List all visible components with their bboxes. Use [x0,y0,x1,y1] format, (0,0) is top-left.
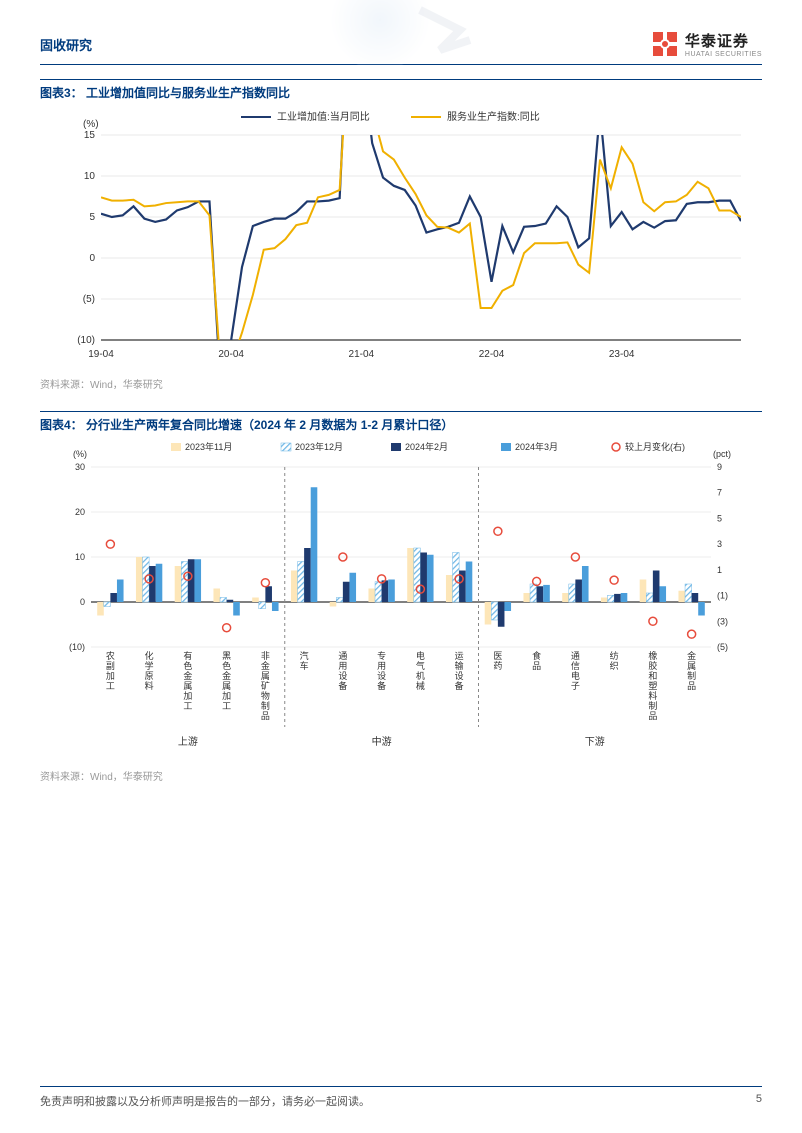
page-footer: 免责声明和披露以及分析师声明是报告的一部分，请务必一起阅读。 5 [40,1086,762,1109]
svg-text:通用设备: 通用设备 [338,651,347,691]
brand-name: 华泰证券 [685,30,762,51]
svg-text:非金属矿物制品: 非金属矿物制品 [261,650,270,721]
chart3: (10) (5) 0 5 10 15(%) 19-04 20-04 21-04 22-04 23-0… [41,105,761,370]
svg-text:(%): (%) [83,119,99,130]
svg-text:10: 10 [84,171,96,182]
svg-text:通信电子: 通信电子 [571,651,580,691]
svg-text:(10): (10) [77,335,95,346]
svg-text:上游: 上游 [178,735,198,748]
svg-text:中游: 中游 [372,735,392,748]
svg-text:2024年3月: 2024年3月 [515,441,558,452]
chart3-source: 资料来源：Wind，华泰研究 [40,376,762,391]
svg-text:专用设备: 专用设备 [377,650,386,691]
svg-text:20: 20 [75,507,85,517]
svg-text:23-04: 23-04 [609,349,635,360]
svg-text:30: 30 [75,462,85,472]
page-header: 固收研究 华泰证券 HUATAI SECURITIES [40,30,762,65]
svg-text:22-04: 22-04 [479,349,505,360]
svg-text:(%): (%) [73,449,87,459]
svg-text:黑色金属加工: 黑色金属加工 [222,651,231,711]
svg-text:(pct): (pct) [713,449,731,459]
svg-text:食品: 食品 [532,650,541,671]
svg-text:(3): (3) [717,616,728,626]
chart4-title: 图表4： 分行业生产两年复合同比增速（2024 年 2 月数据为 1-2 月累计… [40,411,762,433]
svg-text:纺织: 纺织 [610,650,619,671]
svg-text:19-04: 19-04 [88,349,114,360]
section-title: 固收研究 [40,35,92,54]
svg-text:10: 10 [75,552,85,562]
chart3-title: 图表3： 工业增加值同比与服务业生产指数同比 [40,79,762,101]
svg-text:橡胶和塑料制品: 橡胶和塑料制品 [648,650,657,721]
svg-text:运输设备: 运输设备 [455,651,464,691]
huatai-logo-icon [651,30,679,58]
svg-text:金属制品: 金属制品 [687,650,696,691]
svg-text:农副加工: 农副加工 [106,650,115,691]
svg-text:2023年11月: 2023年11月 [185,441,232,452]
svg-text:2023年12月: 2023年12月 [295,441,343,452]
svg-text:医药: 医药 [493,651,502,671]
svg-text:15: 15 [84,130,96,141]
svg-text:下游: 下游 [585,735,605,748]
svg-text:0: 0 [89,253,95,264]
svg-text:5: 5 [717,513,722,523]
svg-text:2024年2月: 2024年2月 [405,441,448,452]
svg-text:(10): (10) [69,642,85,652]
svg-text:汽车: 汽车 [300,650,309,671]
svg-text:(1): (1) [717,591,728,601]
svg-text:化学原料: 化学原料 [145,650,154,691]
svg-text:9: 9 [717,462,722,472]
svg-text:有色金属加工: 有色金属加工 [183,650,192,711]
svg-text:电气机械: 电气机械 [416,650,425,691]
svg-text:较上月变化(右): 较上月变化(右) [625,441,685,452]
chart4: (10) 0 10 20 30 (5) (3) (1) 1 3 5 7 9 (%) (pct) 农副加工 化学原… [41,437,761,762]
svg-text:5: 5 [89,212,95,223]
page-number: 5 [756,1093,762,1109]
chart4-source: 资料来源：Wind，华泰研究 [40,768,762,783]
svg-text:1: 1 [717,565,722,575]
svg-text:7: 7 [717,488,722,498]
brand-block: 华泰证券 HUATAI SECURITIES [651,30,762,58]
disclaimer: 免责声明和披露以及分析师声明是报告的一部分，请务必一起阅读。 [40,1093,370,1109]
svg-text:21-04: 21-04 [349,349,375,360]
brand-name-en: HUATAI SECURITIES [685,51,762,58]
svg-text:20-04: 20-04 [218,349,244,360]
svg-text:3: 3 [717,539,722,549]
svg-text:(5): (5) [717,642,728,652]
svg-text:0: 0 [80,597,85,607]
svg-text:服务业生产指数:同比: 服务业生产指数:同比 [447,110,540,123]
svg-text:(5): (5) [83,294,95,305]
svg-text:工业增加值:当月同比: 工业增加值:当月同比 [277,110,370,123]
